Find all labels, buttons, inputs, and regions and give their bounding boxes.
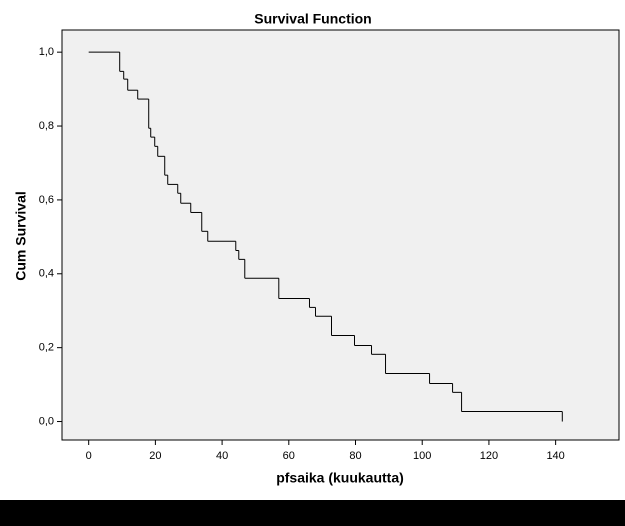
x-tick-label: 20 — [149, 450, 161, 462]
x-tick-label: 140 — [546, 450, 564, 462]
y-tick-label: 0,2 — [39, 342, 54, 354]
x-tick-label: 40 — [216, 450, 228, 462]
bottom-bar — [0, 500, 625, 526]
plot-area — [61, 29, 620, 441]
x-axis-label: pfsaika (kuukautta) — [276, 470, 404, 486]
y-axis-label: Cum Survival — [13, 191, 29, 280]
y-tick-label: 0,4 — [39, 268, 54, 280]
chart-title: Survival Function — [254, 11, 371, 27]
x-tick-label: 100 — [413, 450, 431, 462]
x-tick-label: 60 — [283, 450, 295, 462]
y-tick-label: 1,0 — [39, 46, 54, 58]
y-tick-label: 0,8 — [39, 120, 54, 132]
x-tick-label: 0 — [86, 450, 92, 462]
y-tick-label: 0,0 — [39, 415, 54, 427]
x-tick-label: 120 — [480, 450, 498, 462]
y-tick-label: 0,6 — [39, 194, 54, 206]
x-tick-label: 80 — [349, 450, 361, 462]
